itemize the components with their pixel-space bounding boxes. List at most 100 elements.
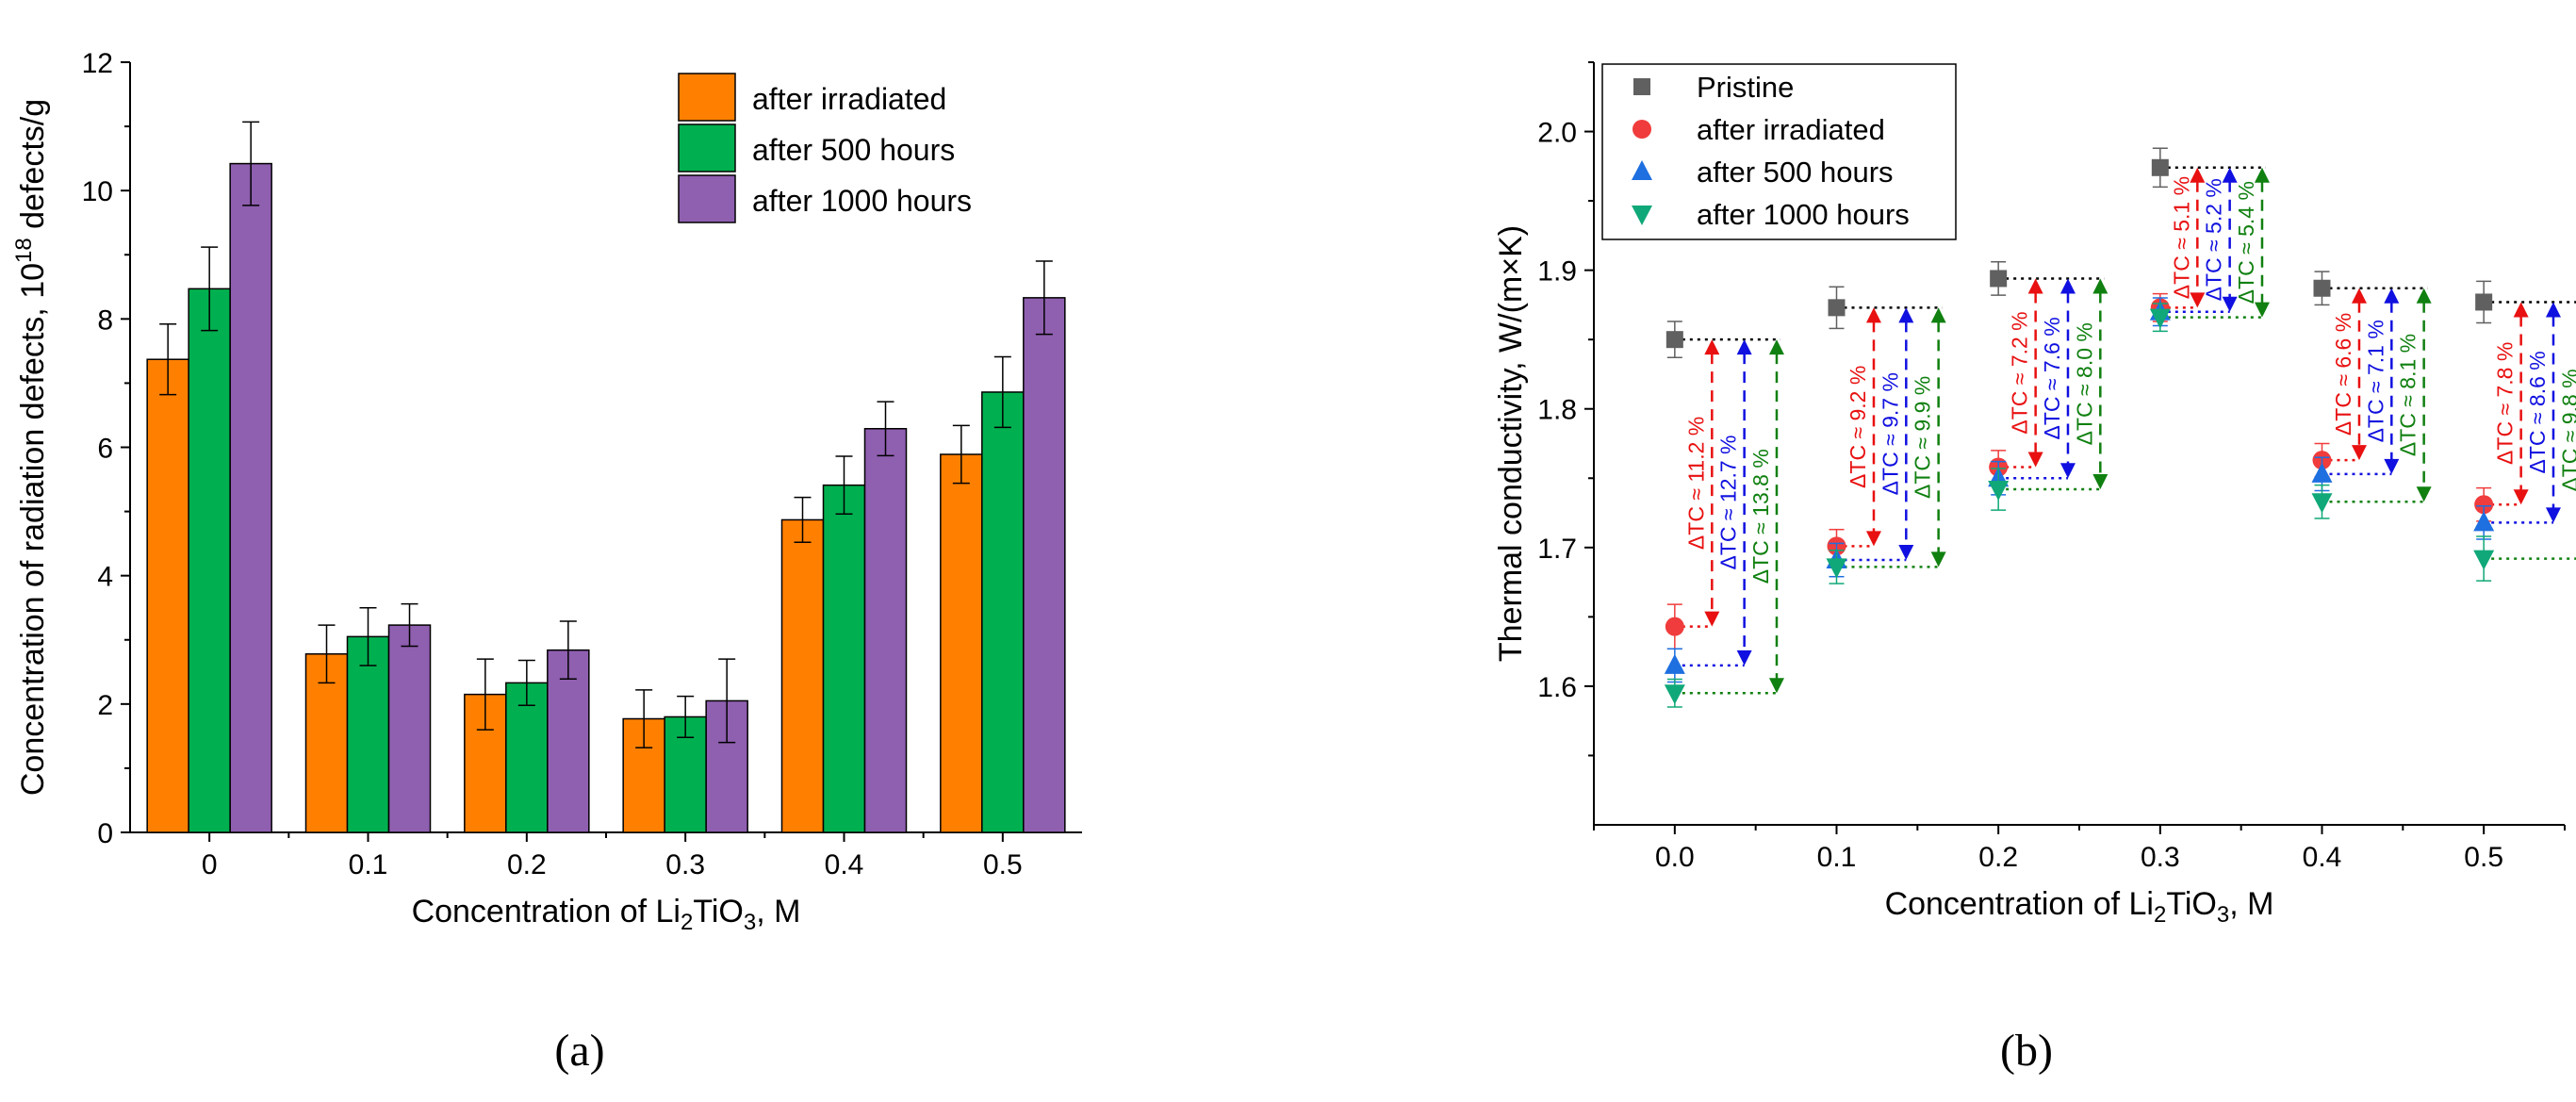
bar-chart-panel-a: 0 2 4 6 8 10 12 0 0.1 0.2 0.3 0.4 0.5 Concentration o…	[11, 48, 1082, 935]
delta-tc-label: ΔTC ≈ 8.6 %	[2525, 351, 2550, 473]
legend-label: after 500 hours	[1697, 156, 1894, 189]
arrow-head	[2092, 474, 2108, 490]
legend-label: after 500 hours	[752, 133, 955, 167]
legend-marker	[1632, 160, 1652, 180]
delta-tc-label: ΔTC ≈ 9.7 %	[1878, 372, 1902, 495]
delta-tc-label: ΔTC ≈ 9.9 %	[1911, 376, 1935, 499]
bar	[387, 624, 432, 833]
delta-tc-label: ΔTC ≈ 7.1 %	[2363, 320, 2387, 442]
arrow-head	[2254, 302, 2270, 318]
arrow-head	[2513, 302, 2529, 318]
delta-tc-label: ΔTC ≈ 5.1 %	[2169, 176, 2193, 299]
data-point	[1826, 558, 1847, 579]
delta-tc-label: ΔTC ≈ 9.2 %	[1846, 366, 1870, 488]
x-tick-label: 0.1	[1817, 842, 1857, 873]
arrow-head	[2351, 445, 2367, 461]
delta-tc-label: ΔTC ≈ 7.8 %	[2493, 342, 2518, 465]
y-tick-label: 6	[97, 434, 113, 465]
bar	[505, 682, 549, 833]
x-axis-label: Concentration of Li2TiO3, M	[1885, 886, 2274, 928]
legend-label: Pristine	[1697, 71, 1794, 104]
y-tick-label: 1.6	[1537, 672, 1577, 703]
x-tick-label: 0.3	[2141, 842, 2180, 873]
y-tick-label: 12	[82, 48, 113, 79]
x-tick-label: 0.5	[2464, 842, 2503, 873]
arrow-head	[2190, 167, 2206, 183]
delta-tc-label: ΔTC ≈ 7.6 %	[2040, 317, 2064, 439]
arrow-head	[1768, 339, 1784, 355]
data-point	[1988, 481, 2010, 502]
y-tick-label: 1.8	[1537, 395, 1577, 426]
x-tick-label: 0.1	[349, 849, 388, 880]
bar	[780, 518, 825, 833]
arrow-head	[2513, 489, 2529, 505]
y-tick-label: 10	[82, 176, 113, 207]
arrow-head	[2092, 278, 2108, 294]
arrow-head	[2384, 288, 2400, 304]
x-tick-label: 0.2	[507, 849, 547, 880]
data-point	[1664, 653, 1685, 674]
arrow-head	[1898, 307, 1914, 323]
arrow-head	[1930, 551, 1946, 567]
arrow-head	[1704, 339, 1720, 355]
legend-swatch	[678, 73, 736, 122]
data-point	[2311, 493, 2333, 514]
arrow-head	[2190, 292, 2206, 308]
arrow-head	[1898, 545, 1914, 561]
x-tick-label: 0.2	[1978, 842, 2018, 873]
arrow-head	[1736, 650, 1752, 666]
arrow-head	[2027, 452, 2043, 468]
arrow-head	[2384, 458, 2400, 474]
arrow-head	[2416, 486, 2432, 502]
x-tick-label: 0.4	[825, 849, 864, 880]
legend: after irradiated after 500 hours after 100…	[678, 73, 972, 223]
legend-swatch	[678, 174, 736, 223]
arrow-head	[1768, 678, 1784, 694]
data-point	[2313, 279, 2331, 297]
legend-marker	[1633, 120, 1651, 139]
delta-tc-label: ΔTC ≈ 6.6 %	[2331, 313, 2355, 436]
data-point	[1665, 331, 1683, 349]
delta-tc-label: ΔTC ≈ 8.0 %	[2072, 322, 2096, 445]
data-point	[1828, 299, 1846, 317]
x-tick-label: 0.0	[1655, 842, 1695, 873]
y-axis-label: Thermal conductivity, W/(m×K)	[1493, 225, 1529, 662]
delta-tc-label: ΔTC ≈ 5.4 %	[2234, 181, 2258, 304]
data-point	[2151, 158, 2169, 176]
arrow-head	[2059, 463, 2076, 479]
arrow-head	[1736, 339, 1752, 355]
bar	[188, 288, 231, 833]
x-tick-label: 0	[202, 849, 218, 880]
arrow-head	[2351, 288, 2367, 304]
legend-label: after 1000 hours	[1697, 198, 1910, 231]
legend-label: after 1000 hours	[752, 184, 972, 218]
arrow-head	[2416, 288, 2432, 304]
data-point	[2474, 495, 2494, 515]
delta-tc-label: ΔTC ≈ 8.1 %	[2396, 334, 2420, 456]
arrow-head	[1704, 611, 1720, 627]
legend-marker	[1632, 206, 1652, 225]
legend-label: after irradiated	[1697, 113, 1885, 146]
x-tick-label: 0.4	[2303, 842, 2342, 873]
bar	[822, 484, 866, 833]
y-tick-label: 8	[97, 304, 113, 336]
delta-tc-label: ΔTC ≈ 11.2 %	[1683, 417, 1708, 550]
scatter-chart-panel-b: 1.6 1.7 1.8 1.9 2.0 0.0 0.1 0.2 0.3 0.4 0.5 Concent…	[1493, 61, 2576, 928]
bar	[304, 652, 349, 833]
arrow-head	[2254, 167, 2270, 183]
x-tick-label: 0.3	[665, 849, 705, 880]
x-axis-label: Concentration of Li2TiO3, M	[412, 894, 801, 935]
bar	[1023, 297, 1066, 833]
delta-tc-label: ΔTC ≈ 9.8 %	[2557, 369, 2576, 491]
data-point	[2473, 550, 2495, 570]
bar	[146, 358, 189, 833]
arrow-head	[2545, 302, 2561, 318]
data-point	[2311, 462, 2333, 483]
delta-tc-label: ΔTC ≈ 13.8 %	[1748, 449, 1773, 584]
legend-marker	[1633, 78, 1650, 95]
y-tick-label: 2	[97, 690, 113, 721]
bar	[547, 649, 590, 833]
panel-label-b: (b)	[2000, 1026, 2053, 1076]
